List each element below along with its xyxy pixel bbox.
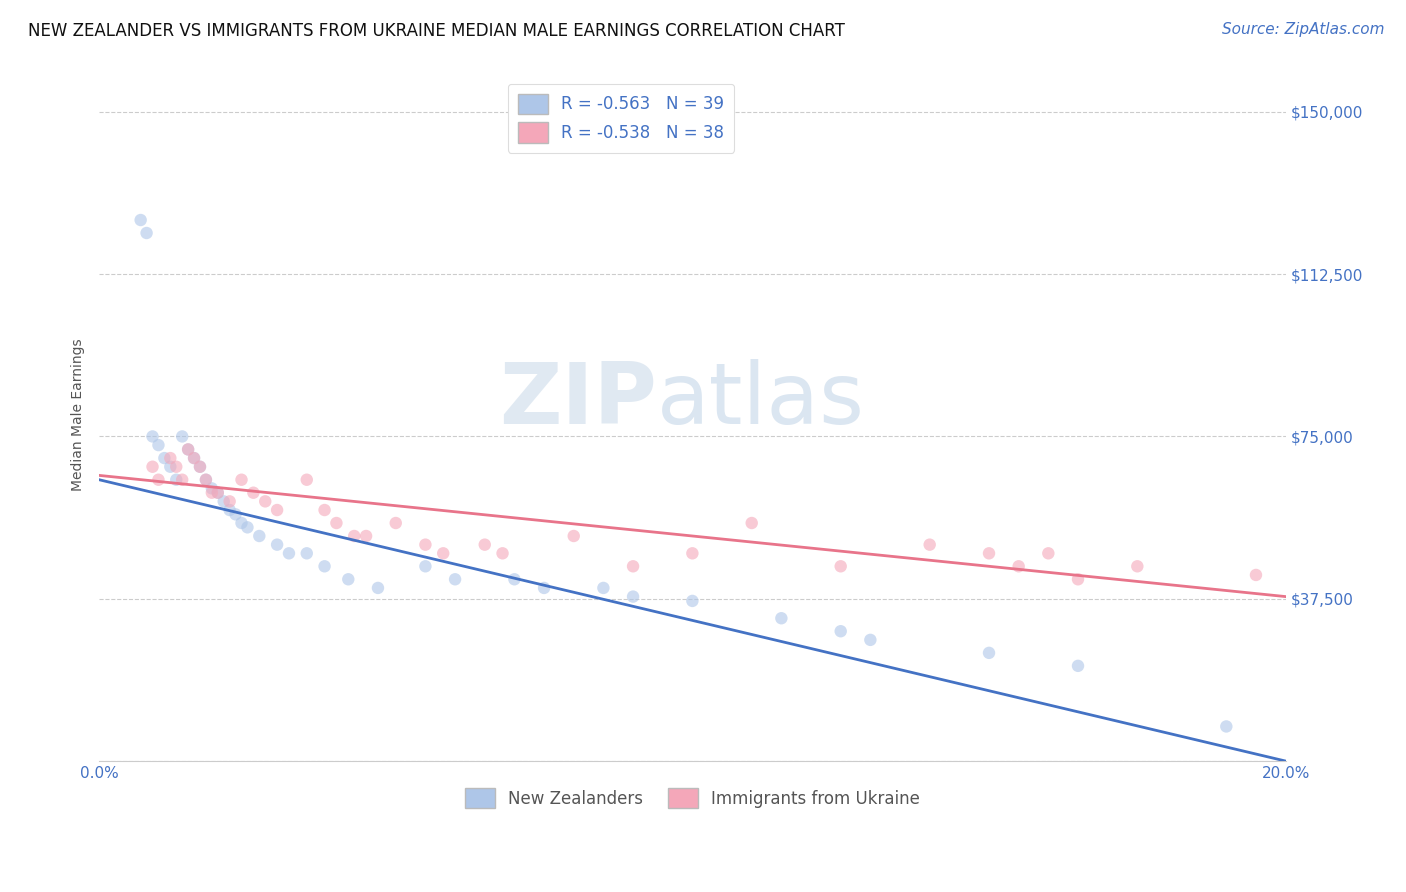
- Point: [918, 538, 941, 552]
- Point: [354, 529, 377, 543]
- Text: atlas: atlas: [657, 359, 865, 442]
- Point: [159, 451, 181, 466]
- Point: [172, 429, 194, 443]
- Point: [177, 442, 200, 457]
- Point: [141, 459, 163, 474]
- Point: [212, 494, 235, 508]
- Point: [977, 546, 1000, 560]
- Text: Source: ZipAtlas.com: Source: ZipAtlas.com: [1222, 22, 1385, 37]
- Point: [474, 538, 496, 552]
- Point: [681, 594, 703, 608]
- Point: [830, 624, 852, 639]
- Point: [242, 485, 264, 500]
- Point: [231, 473, 253, 487]
- Point: [295, 546, 318, 560]
- Point: [770, 611, 793, 625]
- Point: [231, 516, 253, 530]
- Text: NEW ZEALANDER VS IMMIGRANTS FROM UKRAINE MEDIAN MALE EARNINGS CORRELATION CHART: NEW ZEALANDER VS IMMIGRANTS FROM UKRAINE…: [28, 22, 845, 40]
- Point: [188, 459, 211, 474]
- Point: [1215, 719, 1237, 733]
- Point: [314, 559, 336, 574]
- Point: [343, 529, 366, 543]
- Point: [1067, 658, 1090, 673]
- Point: [159, 459, 181, 474]
- Point: [681, 546, 703, 560]
- Point: [859, 632, 882, 647]
- Point: [207, 485, 229, 500]
- Point: [503, 572, 526, 586]
- Point: [533, 581, 555, 595]
- Point: [741, 516, 763, 530]
- Point: [188, 459, 211, 474]
- Point: [135, 226, 157, 240]
- Point: [266, 538, 288, 552]
- Point: [177, 442, 200, 457]
- Point: [325, 516, 347, 530]
- Point: [141, 429, 163, 443]
- Point: [1126, 559, 1149, 574]
- Point: [592, 581, 614, 595]
- Point: [562, 529, 585, 543]
- Point: [415, 559, 437, 574]
- Point: [148, 438, 170, 452]
- Point: [444, 572, 467, 586]
- Point: [384, 516, 406, 530]
- Point: [218, 494, 240, 508]
- Point: [207, 485, 229, 500]
- Point: [278, 546, 301, 560]
- Y-axis label: Median Male Earnings: Median Male Earnings: [72, 338, 86, 491]
- Legend: New Zealanders, Immigrants from Ukraine: New Zealanders, Immigrants from Ukraine: [458, 781, 927, 815]
- Point: [432, 546, 454, 560]
- Point: [148, 473, 170, 487]
- Point: [201, 485, 224, 500]
- Point: [491, 546, 513, 560]
- Point: [254, 494, 277, 508]
- Point: [1067, 572, 1090, 586]
- Point: [830, 559, 852, 574]
- Point: [194, 473, 217, 487]
- Point: [129, 213, 152, 227]
- Point: [266, 503, 288, 517]
- Point: [165, 473, 187, 487]
- Point: [621, 590, 644, 604]
- Point: [172, 473, 194, 487]
- Point: [337, 572, 360, 586]
- Point: [194, 473, 217, 487]
- Point: [183, 451, 205, 466]
- Point: [165, 459, 187, 474]
- Point: [367, 581, 389, 595]
- Point: [1008, 559, 1031, 574]
- Point: [295, 473, 318, 487]
- Point: [1038, 546, 1060, 560]
- Point: [977, 646, 1000, 660]
- Point: [247, 529, 270, 543]
- Point: [314, 503, 336, 517]
- Point: [621, 559, 644, 574]
- Point: [218, 503, 240, 517]
- Point: [153, 451, 176, 466]
- Point: [1244, 568, 1267, 582]
- Point: [236, 520, 259, 534]
- Point: [183, 451, 205, 466]
- Point: [415, 538, 437, 552]
- Point: [225, 508, 247, 522]
- Point: [201, 482, 224, 496]
- Text: ZIP: ZIP: [499, 359, 657, 442]
